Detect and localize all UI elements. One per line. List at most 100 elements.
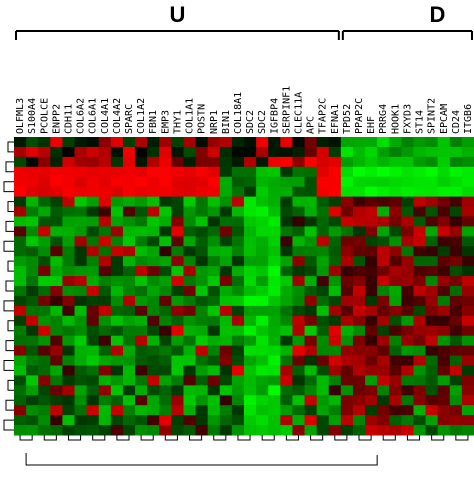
heatmap-cell: [449, 226, 463, 237]
heatmap-cell: [171, 266, 184, 277]
column-label: POSTN: [197, 104, 208, 134]
heatmap-cell: [304, 355, 318, 366]
heatmap-cell: [365, 395, 378, 406]
heatmap-cell: [292, 216, 306, 227]
heatmap-cell: [437, 156, 451, 168]
heatmap-cell: [461, 266, 474, 277]
heatmap-cell: [183, 415, 197, 426]
heatmap-cell: [207, 196, 221, 208]
heatmap-cell: [38, 295, 51, 307]
column-label: COL1A1: [185, 98, 196, 134]
heatmap-cell: [425, 295, 439, 307]
heatmap-cell: [328, 375, 342, 386]
heatmap-cell: [171, 146, 184, 158]
heatmap-cell: [195, 216, 209, 227]
heatmap-cell: [183, 325, 197, 337]
heatmap-cell: [14, 315, 27, 327]
heatmap-cell: [449, 176, 463, 188]
heatmap-cell: [244, 385, 257, 396]
heatmap-cell: [316, 216, 330, 227]
heatmap-cell: [268, 137, 281, 148]
column-dendrogram-branch: [116, 435, 130, 441]
heatmap-cell: [50, 345, 63, 357]
heatmap-cell: [268, 395, 281, 406]
heatmap-cell: [425, 315, 439, 327]
heatmap-cell: [26, 236, 39, 247]
column-label: SPARC: [124, 104, 135, 134]
heatmap-cell: [244, 325, 257, 337]
heatmap-cell: [98, 196, 112, 208]
heatmap-cell: [50, 276, 63, 287]
heatmap-cell: [231, 375, 245, 386]
heatmap-cell: [135, 256, 148, 267]
heatmap-cell: [110, 305, 124, 317]
heatmap-cell: [135, 345, 148, 357]
heatmap-cell: [110, 266, 124, 277]
column-label: S100A4: [27, 98, 38, 134]
heatmap-cell: [62, 137, 76, 148]
heatmap-cell: [195, 305, 209, 317]
heatmap-cell: [425, 375, 439, 386]
heatmap-cell: [449, 206, 463, 217]
heatmap-cell: [135, 186, 148, 198]
heatmap-cell: [256, 166, 269, 178]
heatmap-cell: [401, 137, 414, 148]
heatmap-cell: [183, 385, 197, 396]
heatmap-cell: [74, 305, 88, 317]
heatmap-cell: [183, 256, 197, 267]
heatmap-cell: [38, 315, 51, 327]
heatmap-cell: [389, 186, 402, 198]
heatmap-cell: [352, 365, 366, 376]
row-dendrogram-branch: [3, 419, 14, 431]
row-dendrogram-branch: [7, 141, 14, 153]
row-dendrogram-branch: [7, 320, 14, 332]
heatmap-cell: [352, 216, 366, 227]
heatmap-cell: [461, 206, 474, 217]
heatmap-cell: [256, 395, 269, 406]
heatmap-cell: [207, 226, 221, 237]
heatmap-cell: [365, 385, 378, 396]
heatmap-cell: [135, 355, 148, 366]
heatmap-cell: [389, 256, 402, 267]
heatmap-cell: [268, 216, 281, 227]
heatmap-cell: [377, 226, 390, 237]
heatmap-cell: [304, 295, 318, 307]
heatmap-cell: [256, 286, 269, 297]
heatmap-cell: [328, 137, 342, 148]
heatmap-cell: [98, 146, 112, 158]
row-dendrogram-branch: [5, 399, 14, 411]
heatmap-cell: [425, 286, 439, 297]
heatmap-cell: [280, 286, 293, 297]
heatmap-cell: [171, 375, 184, 386]
heatmap-cell: [135, 266, 148, 277]
heatmap-cell: [38, 186, 51, 198]
column-label: COL4A1: [100, 98, 111, 134]
heatmap-cell: [449, 315, 463, 327]
heatmap-cell: [14, 137, 27, 148]
heatmap-cell: [449, 395, 463, 406]
heatmap-cell: [365, 315, 378, 327]
heatmap-cell: [14, 335, 27, 347]
heatmap-cell: [86, 166, 100, 178]
heatmap-cell: [147, 335, 160, 347]
heatmap-cell: [219, 385, 233, 396]
heatmap-cell: [268, 345, 281, 357]
heatmap-cell: [389, 315, 402, 327]
heatmap-cell: [207, 385, 221, 396]
heatmap-cell: [26, 415, 39, 426]
heatmap-cell: [304, 315, 318, 327]
heatmap-cell: [38, 246, 51, 257]
heatmap-cell: [425, 305, 439, 317]
column-dendrogram-branch: [213, 435, 227, 441]
heatmap-cell: [207, 206, 221, 217]
heatmap-cell: [135, 216, 148, 227]
heatmap-cell: [256, 295, 269, 307]
heatmap-cell: [171, 186, 184, 198]
heatmap-cell: [328, 365, 342, 376]
heatmap-cell: [268, 266, 281, 277]
heatmap-cell: [268, 156, 281, 168]
heatmap-cell: [110, 226, 124, 237]
heatmap-cell: [14, 166, 27, 178]
heatmap-cell: [377, 365, 390, 376]
heatmap-cell: [352, 206, 366, 217]
